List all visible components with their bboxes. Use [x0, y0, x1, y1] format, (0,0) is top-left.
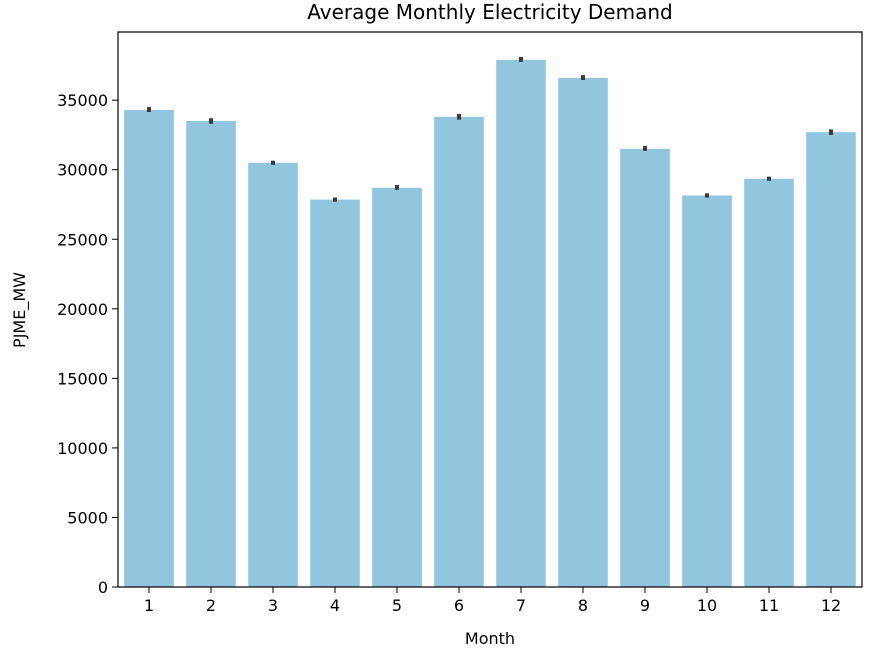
- x-tick-label: 12: [821, 596, 841, 615]
- plot-frame: [117, 31, 863, 588]
- x-tick-label: 8: [578, 596, 588, 615]
- x-axis: 1 2 3 4 5 6 7 8 9 10 11 12: [144, 587, 841, 615]
- x-tick-label: 11: [759, 596, 779, 615]
- x-tick-label: 3: [268, 596, 278, 615]
- bar-month-6: [434, 116, 484, 588]
- bar-month-4: [310, 199, 360, 587]
- x-tick-label: 6: [454, 596, 464, 615]
- bar-month-8: [558, 77, 608, 587]
- bar-month-10: [682, 195, 732, 587]
- chart-title: Average Monthly Electricity Demand: [307, 0, 672, 24]
- y-tick-label: 0: [98, 578, 108, 597]
- y-tick-label: 10000: [57, 439, 108, 458]
- bar-month-11: [744, 178, 794, 588]
- x-tick-label: 1: [144, 596, 154, 615]
- bar-month-2: [186, 121, 236, 587]
- y-tick-label: 35000: [57, 91, 108, 110]
- bar-month-7: [496, 59, 546, 587]
- bar-month-3: [248, 162, 298, 587]
- error-bars-layer: [147, 57, 833, 202]
- y-tick-label: 5000: [67, 508, 108, 527]
- bar-month-12: [806, 132, 856, 587]
- y-tick-label: 30000: [57, 161, 108, 180]
- bar-month-1: [124, 109, 174, 587]
- x-axis-label: Month: [465, 629, 515, 648]
- x-tick-label: 10: [697, 596, 717, 615]
- y-tick-label: 15000: [57, 369, 108, 388]
- bar-month-5: [372, 187, 422, 587]
- x-tick-label: 7: [516, 596, 526, 615]
- bars-layer: [124, 59, 856, 588]
- y-axis: 0 5000 10000 15000 20000 25000 30000 35000: [57, 91, 118, 597]
- bar-month-9: [620, 148, 670, 587]
- y-axis-label: PJME_MW: [10, 272, 30, 348]
- x-tick-label: 9: [640, 596, 650, 615]
- y-tick-label: 20000: [57, 300, 108, 319]
- x-tick-label: 5: [392, 596, 402, 615]
- y-tick-label: 25000: [57, 230, 108, 249]
- x-tick-label: 4: [330, 596, 340, 615]
- x-tick-label: 2: [206, 596, 216, 615]
